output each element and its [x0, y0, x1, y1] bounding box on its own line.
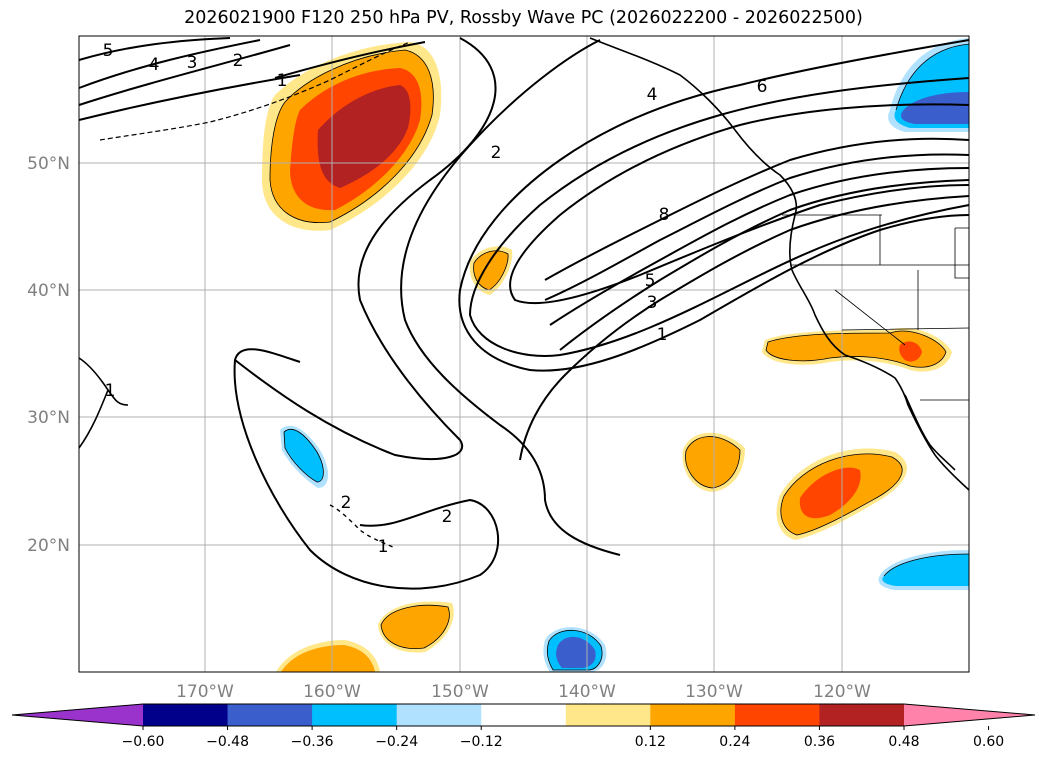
contour-label-group: 5 4 3 2 1 2 4 6 8 5 3 1 1 2 2 1	[103, 41, 768, 557]
contour-line	[78, 39, 261, 89]
anomaly-fill-neg-ne-core	[901, 92, 969, 124]
latitude-label: 40°N	[27, 281, 70, 301]
longitude-label: 130°W	[685, 682, 743, 702]
colorbar-tick-label: −0.60	[122, 734, 165, 750]
contour-line	[544, 153, 970, 301]
baja-coastline	[904, 394, 956, 471]
contour-line	[458, 39, 970, 372]
political-borders	[782, 214, 970, 401]
latitude-label: 30°N	[27, 408, 70, 428]
anomaly-fill-ca-core	[899, 341, 922, 362]
hawaiian-islands	[329, 504, 396, 549]
pv-contours	[78, 37, 970, 590]
anomaly-fill-south2	[281, 645, 375, 672]
latitude-label: 20°N	[27, 536, 70, 556]
contour-line	[78, 44, 291, 106]
colorbar-segment	[819, 704, 905, 726]
map-frame	[78, 35, 970, 673]
contour-label: 1	[105, 381, 116, 401]
colorbar-segment	[143, 704, 229, 726]
latitude-label: 50°N	[27, 154, 70, 174]
colorbar-segment	[734, 704, 820, 726]
anomaly-fill-sub1	[685, 436, 740, 488]
contour-label: 1	[277, 71, 288, 91]
colorbar-segment	[227, 704, 313, 726]
anomaly-fill-neg-se	[882, 554, 969, 586]
north-america-coastline	[589, 37, 970, 491]
anomaly-outlines	[269, 43, 970, 671]
gridlines	[79, 36, 969, 672]
contour-line	[519, 195, 970, 461]
anomaly-fill-south1	[381, 605, 450, 649]
colorbar-tick-label: 0.12	[635, 734, 666, 750]
contour-label: 4	[647, 85, 658, 105]
contour-label: 2	[233, 51, 244, 71]
longitude-label: 160°W	[303, 682, 361, 702]
colorbar-tick-label: 0.48	[888, 734, 919, 750]
contour-line	[544, 137, 970, 281]
contour-line	[233, 37, 497, 461]
contour-line	[274, 41, 426, 79]
contour-label: 1	[378, 537, 389, 557]
contour-line	[509, 103, 970, 305]
contour-line	[78, 74, 301, 121]
anomaly-fill-ca	[766, 331, 946, 368]
colorbar-segment	[481, 704, 567, 726]
colorbar-segment	[650, 704, 736, 726]
colorbar: −0.60 −0.48 −0.36 −0.24 −0.12 0.12 0.24 0.36 0.4…	[11, 703, 1036, 750]
colorbar-segment	[396, 704, 482, 726]
aleutian-islands	[99, 41, 411, 141]
anomaly-fill-neg-south-core	[556, 636, 596, 668]
contour-label: 2	[341, 493, 352, 513]
colorbar-tick-label: −0.12	[460, 734, 503, 750]
longitude-label: 170°W	[176, 682, 234, 702]
colorbar-segment	[565, 704, 651, 726]
contour-line	[559, 179, 970, 351]
map-panel: 5 4 3 2 1 2 4 6 8 5 3 1 1 2 2 1	[78, 35, 970, 673]
anomaly-fill-central	[473, 250, 509, 290]
contour-label: 3	[187, 53, 198, 73]
colorbar-segment	[312, 704, 398, 726]
contour-label: 5	[103, 41, 114, 61]
contour-label: 5	[645, 271, 656, 291]
contour-label: 3	[647, 293, 658, 313]
contour-label: 8	[659, 205, 670, 225]
colorbar-tick-label: 0.36	[804, 734, 835, 750]
contour-line	[233, 359, 499, 590]
contour-label: 1	[657, 325, 668, 345]
contour-line	[549, 167, 970, 326]
longitude-label: 120°W	[813, 682, 871, 702]
colorbar-tick-label: 0.24	[719, 734, 750, 750]
colorbar-tick-label: −0.48	[206, 734, 249, 750]
latitude-labels: 50°N 40°N 30°N 20°N	[27, 154, 70, 556]
contour-line	[78, 37, 231, 61]
contour-label: 4	[149, 55, 160, 75]
contour-label: 6	[757, 77, 768, 97]
contour-line	[468, 77, 970, 357]
anomaly-fill-sub2-core	[799, 467, 861, 519]
colorbar-tick-label: 0.60	[973, 734, 1004, 750]
colorbar-tick-label: −0.24	[375, 734, 418, 750]
contour-label: 2	[442, 507, 453, 527]
coastlines	[78, 37, 970, 549]
contour-label: 2	[491, 143, 502, 163]
colorbar-arrow-left	[12, 704, 143, 726]
anomaly-fill-nw-core	[317, 85, 411, 188]
anomaly-fill-neg-hawaii	[284, 429, 324, 482]
asia-coastline	[78, 357, 129, 449]
longitude-labels: 170°W 160°W 150°W 140°W 130°W 120°W	[176, 682, 871, 702]
longitude-label: 150°W	[431, 682, 489, 702]
colorbar-tick-label: −0.36	[291, 734, 334, 750]
contour-line	[400, 39, 621, 556]
longitude-label: 140°W	[558, 682, 616, 702]
colorbar-arrow-right	[904, 704, 1035, 726]
chart-title: 2026021900 F120 250 hPa PV, Rossby Wave …	[184, 8, 863, 28]
